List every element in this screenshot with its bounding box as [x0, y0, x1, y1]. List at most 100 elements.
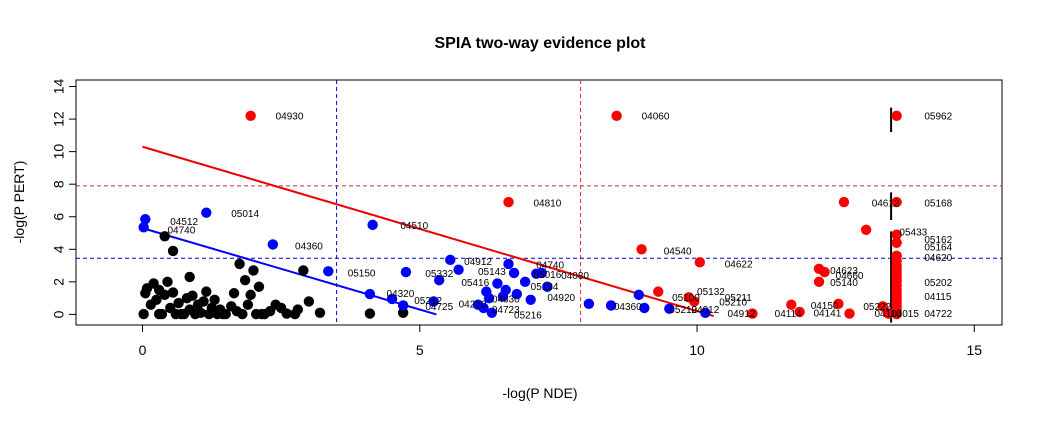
black-point [195, 307, 206, 318]
blue-point [500, 284, 511, 296]
point-label: 04740 [167, 225, 195, 236]
black-point [298, 265, 309, 276]
point-label: 04141 [813, 308, 841, 319]
point-label: 04210 [459, 299, 487, 310]
black-point [234, 258, 245, 270]
black-point [153, 308, 165, 320]
red-point [245, 110, 256, 122]
red-point [891, 229, 902, 240]
point-label: 05433 [899, 228, 927, 239]
red-point [694, 257, 706, 268]
point-label: 04740 [536, 260, 564, 271]
y-tick-label: 6 [51, 213, 67, 221]
red-point [833, 298, 844, 310]
blue-point [519, 276, 531, 288]
blue-point [201, 207, 212, 218]
point-label: 04060 [642, 111, 670, 122]
black-point [303, 296, 315, 307]
x-axis-label: -log(P NDE) [502, 385, 577, 401]
point-label: 05143 [478, 267, 506, 278]
black-point [176, 308, 187, 320]
point-label: 05132 [697, 287, 725, 298]
point-label: 04080 [561, 271, 589, 282]
y-tick-label: 0 [51, 310, 67, 318]
point-label: 04723 [492, 305, 520, 316]
point-label: 04920 [547, 293, 575, 304]
point-label: 05212 [669, 305, 697, 316]
y-tick-label: 12 [51, 111, 67, 127]
red-point [503, 196, 514, 208]
blue-point [605, 300, 617, 311]
black-point [281, 308, 292, 319]
y-tick-label: 4 [51, 245, 67, 253]
blue-point [364, 288, 376, 300]
black-point [159, 231, 170, 242]
point-label: 04810 [533, 198, 561, 209]
point-label: 05212 [414, 296, 442, 307]
red-point [819, 266, 830, 278]
red-point [813, 276, 825, 288]
red-point [877, 301, 888, 312]
chart-title: SPIA two-way evidence plot [434, 35, 646, 52]
red-point [653, 286, 664, 297]
point-label: 04015 [891, 309, 919, 320]
black-point [209, 294, 220, 305]
y-tick-label: 14 [51, 79, 67, 95]
black-point [245, 289, 256, 301]
point-label: 05014 [231, 209, 259, 220]
black-point [184, 271, 195, 283]
point-label: 05168 [924, 198, 952, 209]
point-label: 04630 [492, 294, 520, 305]
blue-point [508, 267, 520, 279]
blue-point [445, 254, 456, 266]
point-label: 04612 [872, 198, 900, 209]
x-tick-label: 10 [689, 342, 705, 358]
black-point [253, 281, 265, 292]
red-fit-line [142, 145, 714, 318]
point-label: 04115 [924, 292, 952, 303]
red-point [844, 308, 855, 319]
red-point [689, 296, 700, 307]
blue-point [453, 264, 464, 275]
blue-point [633, 289, 645, 301]
black-point [151, 294, 162, 305]
black-point [162, 276, 173, 288]
blue-point [478, 302, 489, 314]
black-point [173, 297, 184, 309]
blue-point [664, 303, 675, 314]
point-label: 05100 [672, 293, 700, 304]
red-point [891, 110, 902, 122]
blue-point [639, 302, 650, 314]
point-label: 04725 [425, 302, 453, 313]
black-point [217, 308, 229, 320]
blue-point [525, 294, 536, 305]
red-point [838, 196, 850, 208]
point-label: 05210 [719, 298, 747, 309]
black-point [167, 287, 179, 298]
blue-point [503, 258, 514, 270]
point-label: 04623 [830, 266, 858, 277]
black-point [364, 308, 376, 319]
y-axis-label: -log(P PERT) [11, 161, 27, 244]
point-label: 05162 [924, 235, 952, 246]
point-label: 04912 [464, 257, 492, 268]
blue-point [511, 288, 523, 300]
blue-point [483, 292, 495, 304]
point-label: 04540 [664, 246, 692, 257]
red-point [860, 224, 872, 235]
point-label: 05164 [924, 242, 952, 253]
blue-point [492, 278, 503, 289]
red-point [883, 308, 894, 319]
red-point [611, 110, 622, 122]
black-point [228, 288, 240, 299]
data-points [138, 110, 902, 320]
point-label: 04512 [170, 217, 198, 228]
x-tick-label: 0 [139, 342, 147, 358]
blue-point [542, 281, 553, 292]
point-label: 05016 [533, 270, 561, 281]
point-label: 04320 [387, 289, 415, 300]
black-point [248, 265, 259, 276]
point-label: 05416 [461, 278, 489, 289]
red-point [891, 308, 902, 320]
